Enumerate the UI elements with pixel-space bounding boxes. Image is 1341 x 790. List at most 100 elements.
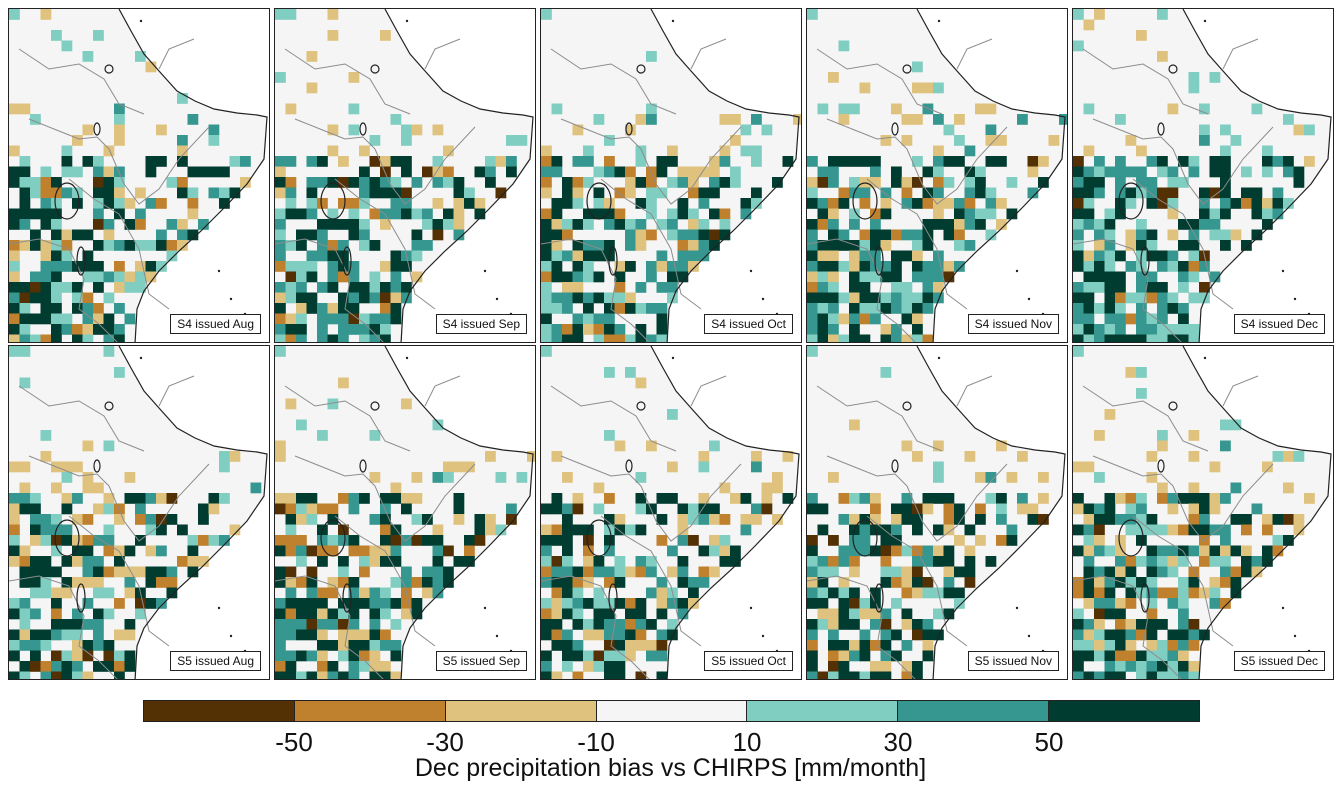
bias-cell [40, 556, 52, 567]
bias-cell [849, 650, 860, 662]
bias-cell [1083, 524, 1095, 536]
bias-cell [285, 671, 297, 679]
bias-cell [432, 577, 444, 588]
bias-cell [82, 535, 94, 546]
bias-cell [1157, 282, 1168, 293]
bias-cell [1220, 208, 1231, 220]
bias-cell [901, 177, 913, 188]
bias-cell [572, 503, 584, 515]
bias-cell [317, 545, 328, 557]
bias-cell [348, 261, 360, 272]
bias-cell [390, 208, 402, 220]
bias-cell [187, 198, 199, 209]
bias-cell [285, 514, 297, 525]
bias-cell [30, 587, 41, 599]
bias-cell [453, 198, 465, 209]
bias-cell [996, 535, 1007, 546]
bias-cell [348, 493, 360, 504]
bias-cell [551, 103, 563, 115]
bias-cell [306, 82, 318, 94]
bias-cell [166, 177, 178, 188]
bias-cell [1125, 503, 1137, 515]
bias-cell [177, 145, 188, 157]
bias-cell [93, 198, 104, 209]
bias-cell [1157, 303, 1168, 314]
bias-cell [411, 472, 423, 483]
bias-cell [985, 187, 997, 199]
bias-cell [1220, 545, 1231, 557]
map-canvas [275, 346, 535, 679]
bias-cell [1083, 219, 1095, 230]
bias-cell [453, 503, 465, 515]
bias-cell [817, 166, 829, 178]
bias-cell [912, 451, 923, 462]
bias-cell [369, 135, 381, 146]
bias-cell [709, 503, 720, 515]
bias-cell [614, 598, 626, 609]
country-border [9, 575, 118, 679]
bias-cell [1115, 208, 1126, 220]
bias-cell [849, 292, 860, 304]
colorbar-segment [747, 701, 899, 721]
bias-cell [306, 250, 318, 262]
bias-cell [604, 135, 615, 146]
bias-cell [817, 271, 829, 283]
bias-cell [964, 198, 976, 209]
country-border [68, 178, 170, 310]
bias-cell [1094, 650, 1105, 662]
bias-cell [1209, 556, 1221, 567]
bias-cell [1220, 156, 1231, 167]
bias-cell [817, 198, 829, 209]
bias-cell [285, 271, 297, 283]
bias-cell [369, 313, 381, 325]
bias-cell [72, 650, 83, 662]
bias-cell [401, 166, 412, 178]
country-border [1073, 575, 1182, 679]
bias-cell [828, 566, 839, 578]
bias-cell [740, 124, 752, 136]
bias-cell [285, 493, 297, 504]
bias-cell [82, 650, 94, 662]
bias-cell [432, 198, 444, 209]
bias-cell [285, 334, 297, 342]
bias-cell [61, 556, 73, 567]
bias-cell [730, 545, 741, 557]
bias-cell [187, 545, 199, 557]
bias-cell [51, 324, 62, 335]
bias-cell [338, 671, 349, 679]
bias-cell [870, 503, 881, 515]
bias-cell [901, 187, 913, 199]
bias-cell [859, 156, 871, 167]
bias-cell [604, 324, 615, 335]
bias-cell [306, 51, 318, 62]
bias-cell [1094, 671, 1105, 679]
bias-cell [208, 187, 220, 199]
bias-cell [943, 198, 955, 209]
bias-cell [933, 208, 944, 220]
bias-cell [9, 313, 20, 325]
bias-cell [296, 419, 307, 431]
bias-cell [359, 493, 370, 504]
bias-cell [82, 292, 94, 304]
bias-cell [1017, 114, 1028, 125]
bias-cell [51, 229, 62, 241]
bias-cell [30, 292, 41, 304]
bias-cell [464, 545, 475, 557]
bias-cell [614, 219, 626, 230]
bias-cell [1199, 514, 1210, 525]
bias-cell [604, 292, 615, 304]
country-border [294, 118, 376, 150]
island-dot [1203, 356, 1207, 360]
bias-cell [296, 598, 307, 609]
bias-cell [646, 271, 657, 283]
bias-cell [1209, 208, 1221, 220]
bias-cell [807, 240, 818, 251]
map-canvas [9, 346, 269, 679]
bias-cell [72, 292, 83, 304]
bias-cell [572, 271, 584, 283]
bias-cell [51, 514, 62, 525]
bias-cell [296, 514, 307, 525]
bias-cell [667, 219, 678, 230]
country-border [275, 238, 384, 342]
bias-cell [933, 145, 944, 157]
